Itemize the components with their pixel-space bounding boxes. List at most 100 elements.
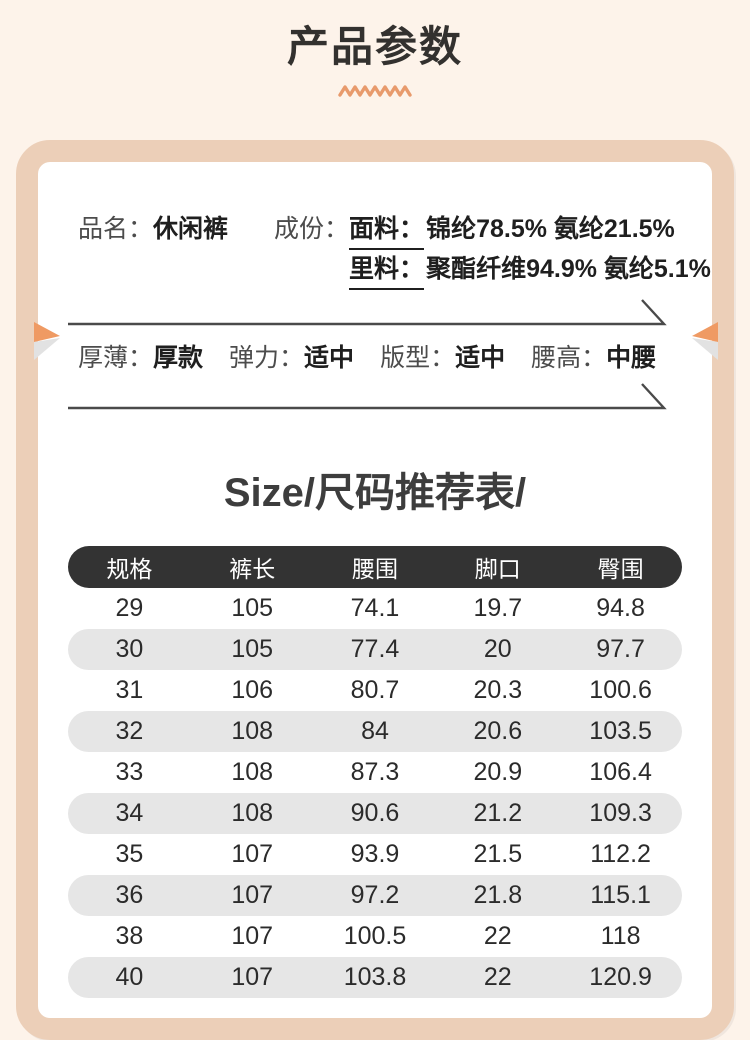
- table-row: 31 106 80.7 20.3 100.6: [68, 670, 682, 711]
- zigzag-icon: [338, 85, 412, 98]
- divider-arrow-icon: [68, 299, 667, 326]
- table-row: 33 108 87.3 20.9 106.4: [68, 752, 682, 793]
- size-table-cell: 97.7: [596, 635, 645, 663]
- size-table-cell: 106.4: [589, 758, 652, 786]
- size-table-cell: 105: [231, 594, 274, 622]
- size-table-cell: 100.6: [589, 676, 652, 704]
- table-row: 38 107 100.5 22 118: [68, 916, 682, 957]
- size-table-cell: 74.1: [350, 594, 400, 622]
- size-table-cell: 20.9: [473, 758, 523, 786]
- size-table-cell: 21.5: [473, 840, 523, 868]
- ribbon-fold-right-icon: [692, 320, 718, 362]
- size-table-cell: 118: [600, 922, 641, 950]
- table-row: 29 105 74.1 19.7 94.8: [68, 588, 682, 629]
- card-body: 品名： 休闲裤 成份： 面料： 锦纶78.5% 氨纶21.5% 里料： 聚酯纤维…: [16, 140, 734, 1040]
- lining-value: 聚酯纤维94.9% 氨纶5.1%: [426, 255, 711, 283]
- spec-row-attributes: 厚薄： 厚款 弹力： 适中 版型： 适中 腰高： 中腰: [68, 338, 682, 374]
- size-table-cell: 103.5: [589, 717, 652, 745]
- size-table-cell: 20.6: [473, 717, 523, 745]
- attribute-fit-value: 适中: [455, 344, 506, 372]
- size-table-cell: 29: [115, 594, 144, 622]
- size-table-cell: 100.5: [343, 922, 407, 950]
- size-table-cell: 30: [115, 635, 144, 663]
- size-table-cell: 97.2: [350, 881, 400, 909]
- size-table-cell: 34: [115, 799, 144, 827]
- lining-sub-label: 里料：: [349, 250, 425, 290]
- ribbon-fold-left-icon: [34, 320, 60, 362]
- zigzag-decoration: [0, 84, 750, 102]
- table-row: 34 108 90.6 21.2 109.3: [68, 793, 682, 834]
- size-table-cell: 33: [115, 758, 144, 786]
- page-title: 产品参数: [286, 23, 463, 70]
- size-table-heading: Size/尺码推荐表/: [223, 471, 527, 515]
- attribute-elasticity: 弹力： 适中: [229, 338, 354, 374]
- size-table-cell: 106: [231, 676, 274, 704]
- size-table-cell: 36: [115, 881, 144, 909]
- table-row: 32 108 84 20.6 103.5: [68, 711, 682, 752]
- size-table-cell: 107: [231, 922, 274, 950]
- product-name-value: 休闲裤: [153, 215, 229, 243]
- fabric-sub-label: 面料：: [349, 210, 425, 250]
- size-table-column-header: 臀围: [597, 556, 644, 582]
- size-table-cell: 32: [115, 717, 144, 745]
- fabric-line: 面料： 锦纶78.5% 氨纶21.5%: [349, 210, 711, 250]
- size-table-cell: 80.7: [350, 676, 400, 704]
- table-row: 36 107 97.2 21.8 115.1: [68, 875, 682, 916]
- size-table-cell: 108: [231, 758, 274, 786]
- attribute-fit-label: 版型：: [380, 344, 456, 372]
- attribute-waist-height: 腰高： 中腰: [531, 338, 656, 374]
- size-table-column-header: 腰围: [351, 556, 398, 582]
- size-table-cell: 107: [231, 840, 274, 868]
- attribute-elasticity-label: 弹力：: [229, 344, 305, 372]
- attribute-waist-height-label: 腰高：: [531, 344, 607, 372]
- spec-content: 品名： 休闲裤 成份： 面料： 锦纶78.5% 氨纶21.5% 里料： 聚酯纤维…: [38, 162, 712, 1018]
- size-table-cell: 120.9: [589, 963, 652, 991]
- attribute-thickness: 厚薄： 厚款: [78, 338, 203, 374]
- size-table-cell: 107: [231, 963, 274, 991]
- size-table-cell: 115.1: [590, 881, 651, 909]
- size-table-cell: 90.6: [350, 799, 400, 827]
- product-name-label: 品名：: [78, 215, 154, 243]
- size-table-cell: 107: [231, 881, 274, 909]
- size-table-cell: 84: [361, 717, 389, 745]
- size-table-cell: 109.3: [589, 799, 652, 827]
- attribute-thickness-label: 厚薄：: [78, 344, 154, 372]
- composition-label: 成份：: [274, 215, 350, 243]
- size-table-cell: 22: [483, 963, 512, 991]
- size-table-cell: 112.2: [590, 840, 651, 868]
- attribute-thickness-value: 厚款: [153, 344, 204, 372]
- spec-block-primary: 品名： 休闲裤 成份： 面料： 锦纶78.5% 氨纶21.5% 里料： 聚酯纤维…: [68, 210, 711, 290]
- table-row: 40 107 103.8 22 120.9: [68, 957, 682, 998]
- table-row: 30 105 77.4 20 97.7: [68, 629, 682, 670]
- lining-line: 里料： 聚酯纤维94.9% 氨纶5.1%: [349, 250, 711, 290]
- product-name-field: 品名： 休闲裤: [68, 210, 228, 248]
- size-table-cell: 94.8: [596, 594, 645, 622]
- fabric-value: 锦纶78.5% 氨纶21.5%: [426, 215, 675, 243]
- size-table-column-header: 规格: [106, 556, 153, 582]
- size-table-cell: 87.3: [350, 758, 400, 786]
- size-table-cell: 105: [231, 635, 274, 663]
- divider-arrow-icon-2: [68, 383, 667, 410]
- size-table-cell: 20: [483, 635, 512, 663]
- attribute-elasticity-value: 适中: [304, 344, 355, 372]
- size-table-cell: 20.3: [473, 676, 523, 704]
- size-table-cell: 77.4: [350, 635, 400, 663]
- attribute-waist-height-value: 中腰: [606, 344, 657, 372]
- composition-lines: 面料： 锦纶78.5% 氨纶21.5% 里料： 聚酯纤维94.9% 氨纶5.1%: [349, 210, 711, 290]
- table-row: 35 107 93.9 21.5 112.2: [68, 834, 682, 875]
- divider-top: [68, 298, 682, 332]
- size-table-cell: 19.7: [473, 594, 523, 622]
- size-table-cell: 21.8: [473, 881, 523, 909]
- size-table-cell: 40: [115, 963, 144, 991]
- composition-field: 成份： 面料： 锦纶78.5% 氨纶21.5% 里料： 聚酯纤维94.9% 氨纶…: [274, 210, 711, 290]
- size-table-column-header: 脚口: [474, 556, 521, 582]
- spec-row-product: 品名： 休闲裤 成份： 面料： 锦纶78.5% 氨纶21.5% 里料： 聚酯纤维…: [68, 210, 711, 290]
- attribute-fit: 版型： 适中: [380, 338, 505, 374]
- size-table-cell: 21.2: [473, 799, 523, 827]
- size-table-cell: 22: [483, 922, 512, 950]
- size-table: 规格 裤长 腰围 脚口 臀围 29 105 74.1 19.7 94.8 30 105 77.4 20 9…: [68, 546, 682, 998]
- size-table-cell: 108: [231, 717, 274, 745]
- size-table-header-row: 规格 裤长 腰围 脚口 臀围: [68, 546, 682, 588]
- divider-bottom: [68, 382, 682, 416]
- size-table-cell: 38: [115, 922, 144, 950]
